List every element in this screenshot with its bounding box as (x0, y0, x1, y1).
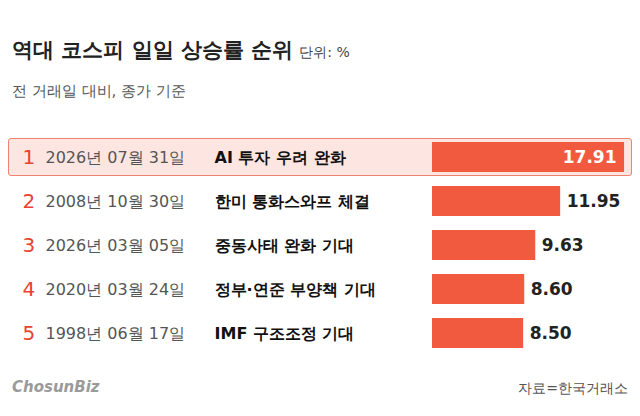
svg-text:9.63: 9.63 (542, 235, 584, 255)
svg-text:11.95: 11.95 (567, 191, 621, 211)
svg-text:IMF 구조조정 기대: IMF 구조조정 기대 (215, 324, 355, 343)
html-text:ChosunBiz: ChosunBiz (12, 378, 100, 396)
html-text:전 거래일 대비, 종가 기준: 전 거래일 대비, 종가 기준 (12, 82, 186, 100)
svg-text:8.60: 8.60 (531, 279, 573, 299)
html-text:자료=한국거래소: 자료=한국거래소 (518, 380, 628, 396)
svg-text:3: 3 (23, 233, 36, 257)
svg-text:2: 2 (23, 189, 36, 213)
svg-text:17.91: 17.91 (563, 147, 617, 167)
svg-text:1998년 06월 17일: 1998년 06월 17일 (46, 324, 186, 343)
svg-text:2008년 10월 30일: 2008년 10월 30일 (46, 192, 186, 211)
svg-text:4: 4 (23, 277, 36, 301)
svg-text:한미 통화스와프 체결: 한미 통화스와프 체결 (215, 192, 370, 211)
svg-text:정부·연준 부양책 기대: 정부·연준 부양책 기대 (215, 280, 376, 299)
svg-text:8.50: 8.50 (530, 323, 572, 343)
svg-text:2020년 03월 24일: 2020년 03월 24일 (46, 280, 186, 299)
svg-text:5: 5 (23, 321, 36, 345)
html-text:역대 코스피 일일 상승률 순위 단위: %: 역대 코스피 일일 상승률 순위 단위: % (12, 38, 350, 62)
svg-text:AI 투자 우려 완화: AI 투자 우려 완화 (215, 148, 346, 167)
svg-text:1: 1 (23, 145, 36, 169)
svg-text:2026년 07월 31일: 2026년 07월 31일 (46, 148, 186, 167)
svg-text:중동사태 완화 기대: 중동사태 완화 기대 (215, 236, 354, 255)
svg-text:2026년 03월 05일: 2026년 03월 05일 (46, 236, 186, 255)
